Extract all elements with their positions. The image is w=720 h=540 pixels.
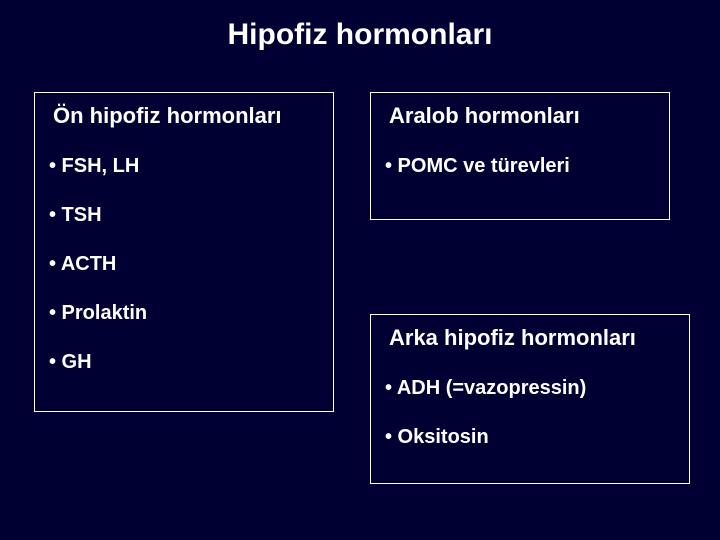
list-item: • FSH, LH	[35, 149, 333, 184]
list-item: • GH	[35, 345, 333, 380]
box-anterior-header: Ön hipofiz hormonları	[35, 93, 333, 135]
box-intermediate-header: Aralob hormonları	[371, 93, 669, 135]
list-item: • POMC ve türevleri	[371, 149, 669, 184]
slide-title: Hipofiz hormonları	[0, 18, 720, 52]
box-posterior-pituitary: Arka hipofiz hormonları • ADH (=vazopres…	[370, 314, 690, 484]
box-anterior-pituitary: Ön hipofiz hormonları • FSH, LH • TSH • …	[34, 92, 334, 412]
box-intermediate-lobe: Aralob hormonları • POMC ve türevleri	[370, 92, 670, 220]
list-item: • ADH (=vazopressin)	[371, 371, 689, 406]
list-item: • TSH	[35, 198, 333, 233]
list-item: • Prolaktin	[35, 296, 333, 331]
list-item: • ACTH	[35, 247, 333, 282]
list-item: • Oksitosin	[371, 420, 689, 455]
box-posterior-header: Arka hipofiz hormonları	[371, 315, 689, 357]
